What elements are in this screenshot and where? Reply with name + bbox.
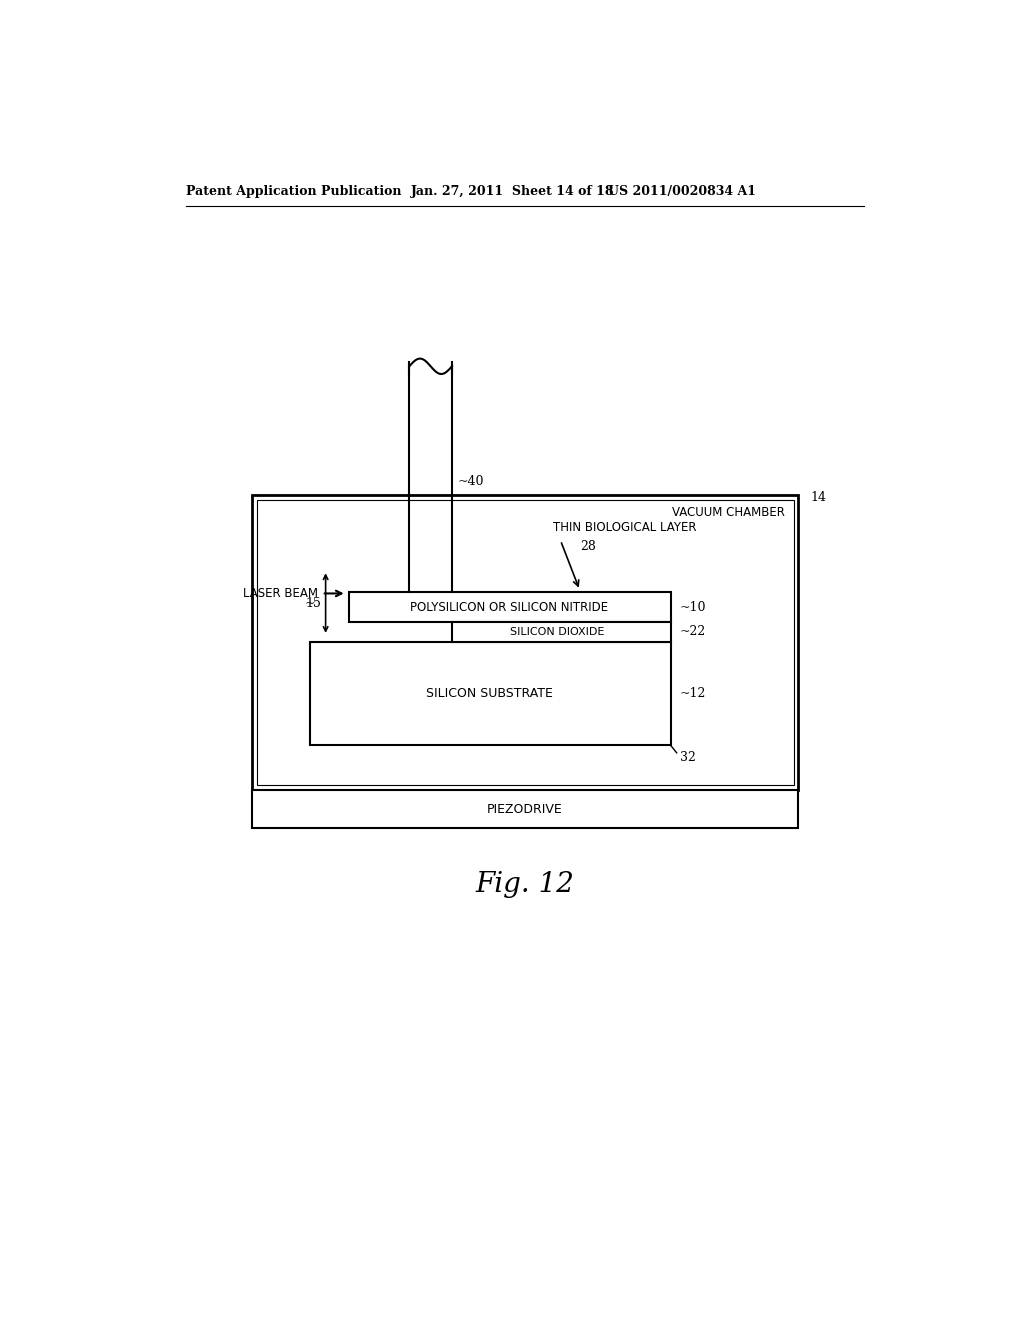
Bar [452,622,671,642]
Text: VACUUM CHAMBER: VACUUM CHAMBER [672,507,784,520]
Bar [257,499,794,785]
Text: 28: 28 [580,540,596,553]
Text: ~12: ~12 [680,686,707,700]
Bar [349,591,671,622]
Text: LASER BEAM: LASER BEAM [243,587,317,601]
Text: 15: 15 [306,597,322,610]
Text: SILICON SUBSTRATE: SILICON SUBSTRATE [426,686,553,700]
Text: ~22: ~22 [680,626,707,639]
Text: SILICON DIOXIDE: SILICON DIOXIDE [510,627,604,638]
Text: 32: 32 [680,751,695,764]
Bar [310,642,671,744]
Text: Fig. 12: Fig. 12 [475,871,574,898]
Text: ~: ~ [304,597,314,610]
Text: 14: 14 [810,491,826,504]
Text: POLYSILICON OR SILICON NITRIDE: POLYSILICON OR SILICON NITRIDE [411,601,608,614]
Bar [252,789,799,829]
Bar [252,495,799,789]
Text: THIN BIOLOGICAL LAYER: THIN BIOLOGICAL LAYER [553,521,696,535]
Text: Jan. 27, 2011  Sheet 14 of 18: Jan. 27, 2011 Sheet 14 of 18 [411,185,614,198]
Text: PIEZODRIVE: PIEZODRIVE [487,803,562,816]
Text: ~10: ~10 [680,601,707,614]
Text: Patent Application Publication: Patent Application Publication [186,185,401,198]
Text: ~40: ~40 [458,475,484,488]
Text: US 2011/0020834 A1: US 2011/0020834 A1 [608,185,757,198]
